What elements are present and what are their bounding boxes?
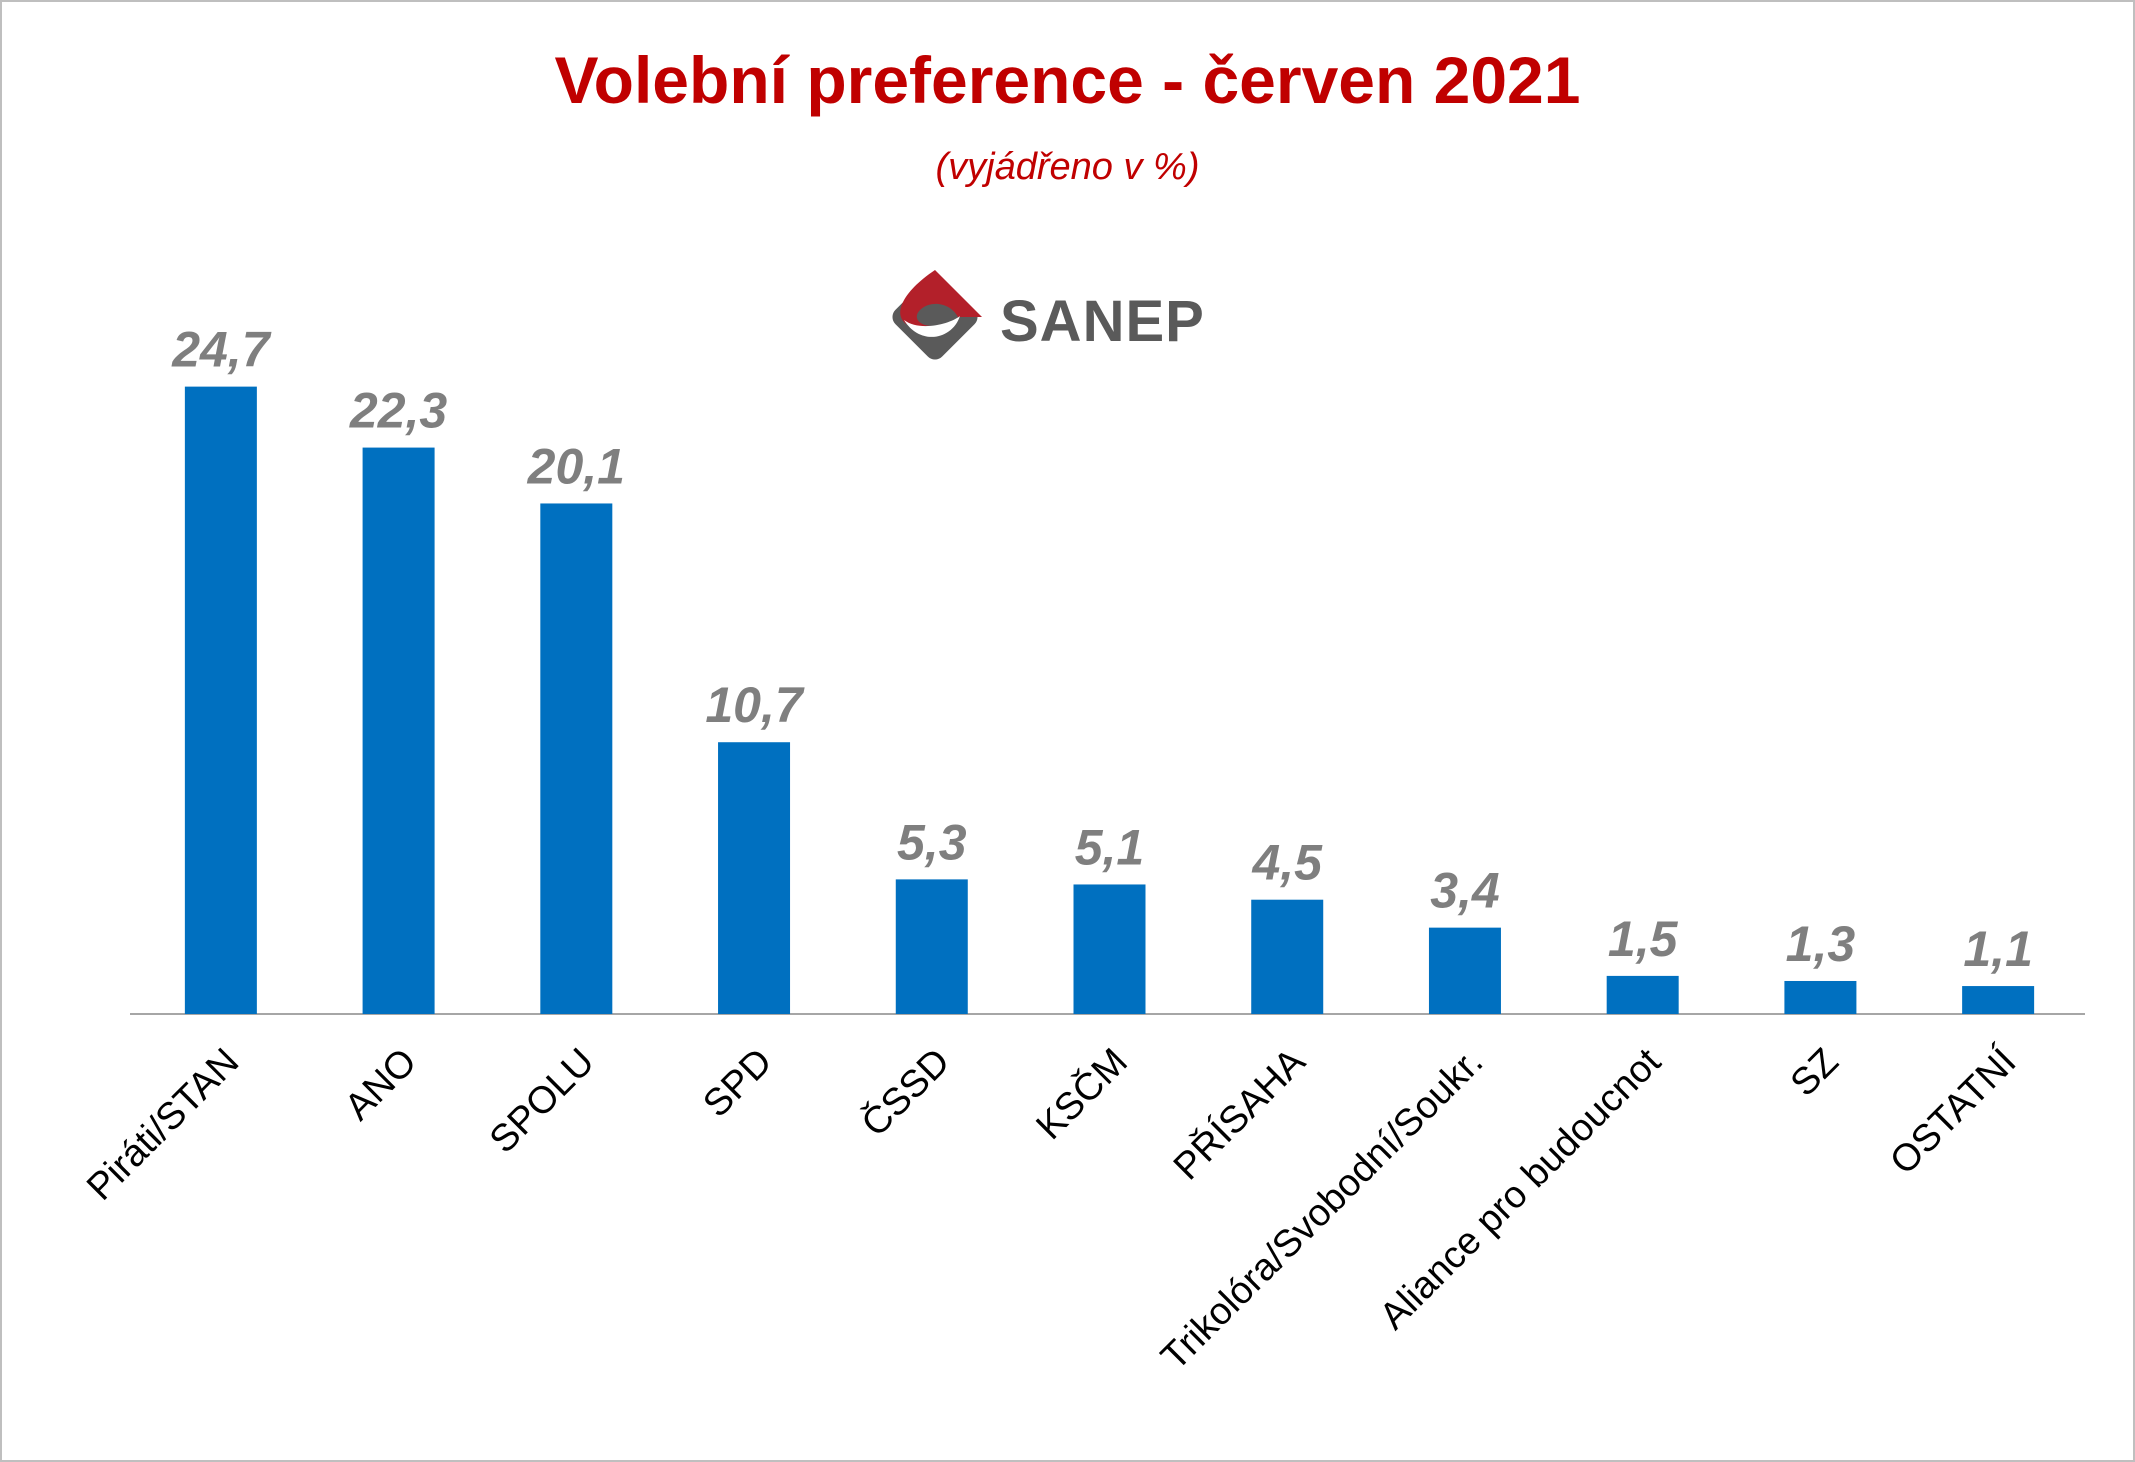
bar-value-label: 5,3 — [897, 814, 967, 870]
x-tick-label: Piráti/STAN — [79, 1041, 247, 1209]
bar-value-label: 3,4 — [1430, 863, 1500, 919]
chart-subtitle: (vyjádřeno v %) — [935, 146, 1200, 188]
x-tick-label: ČSSD — [852, 1039, 958, 1145]
sanep-logo: SANEP — [880, 262, 1240, 382]
bar-value-label: 1,1 — [1963, 921, 2033, 977]
x-tick-label: Trikolóra/Svobodní/Soukr. — [1153, 1041, 1491, 1379]
bar-value-label: 1,3 — [1786, 916, 1856, 972]
x-tick-label: ANO — [337, 1041, 425, 1129]
bar — [1784, 980, 1857, 1014]
x-tick-label: SZ — [1783, 1041, 1847, 1105]
chart-title: Volební preference - červen 2021 — [554, 43, 1581, 117]
bar-value-label: 4,5 — [1251, 835, 1323, 891]
bar — [184, 386, 257, 1014]
x-tick-label: OSTATNÍ — [1882, 1040, 2025, 1183]
bar — [718, 742, 791, 1014]
bar — [1251, 899, 1324, 1014]
bar — [540, 503, 613, 1014]
bar — [362, 447, 435, 1015]
x-tick-label: KSČM — [1027, 1039, 1136, 1148]
bar — [1962, 986, 2035, 1014]
bar-value-label: 10,7 — [705, 677, 805, 733]
x-tick-label: SPD — [695, 1041, 780, 1126]
sanep-logo-icon — [892, 270, 982, 360]
bar — [1428, 927, 1501, 1014]
bar-value-label: 5,1 — [1075, 819, 1145, 875]
sanep-logo-text: SANEP — [1000, 289, 1205, 354]
bar — [1073, 884, 1146, 1014]
bar — [895, 879, 968, 1014]
bar-value-label: 24,7 — [171, 322, 272, 378]
bar-value-label: 22,3 — [349, 383, 448, 439]
x-tick-label: SPOLU — [482, 1041, 603, 1162]
bar — [1606, 975, 1679, 1014]
bar-value-label: 1,5 — [1608, 911, 1679, 967]
bar-value-label: 20,1 — [527, 438, 625, 494]
x-tick-label: PŘÍSAHA — [1165, 1039, 1314, 1188]
